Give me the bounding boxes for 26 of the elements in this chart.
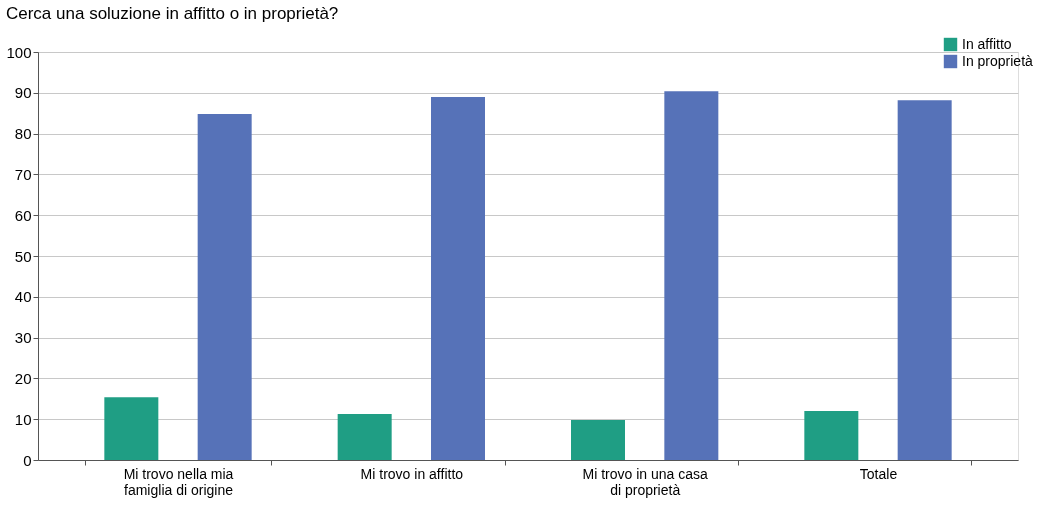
y-tick-label: 0: [23, 451, 32, 469]
x-tick-label: Mi trovo in affitto: [360, 465, 464, 482]
x-tick-label: Mi trovo in una casa di proprietà: [582, 465, 709, 498]
bar: [664, 91, 719, 460]
y-tick-label: 80: [14, 125, 32, 143]
y-tick-label: 10: [14, 410, 32, 428]
legend-label: In proprietà: [962, 52, 1034, 69]
x-tick-label: Totale: [859, 465, 898, 482]
y-tick-label: 60: [14, 206, 32, 224]
bar: [571, 420, 625, 460]
bar: [337, 413, 392, 460]
bar: [804, 411, 859, 460]
y-tick-label: 100: [6, 43, 32, 61]
x-tick-label: Mi trovo nella mia famiglia di origine: [123, 465, 234, 498]
y-tick-label: 40: [14, 288, 32, 306]
y-tick-label: 30: [14, 329, 32, 347]
y-tick-label: 70: [14, 165, 32, 183]
bar: [897, 100, 952, 460]
chart-title: Cerca una soluzione in affitto o in proprietà?: [5, 4, 339, 23]
bar: [197, 114, 252, 460]
y-tick-label: 20: [14, 369, 32, 387]
legend-label: In affitto: [962, 35, 1012, 52]
bar: [104, 397, 159, 460]
y-tick-label: 50: [14, 247, 32, 265]
y-tick-label: 90: [14, 84, 32, 102]
bar: [431, 96, 485, 460]
